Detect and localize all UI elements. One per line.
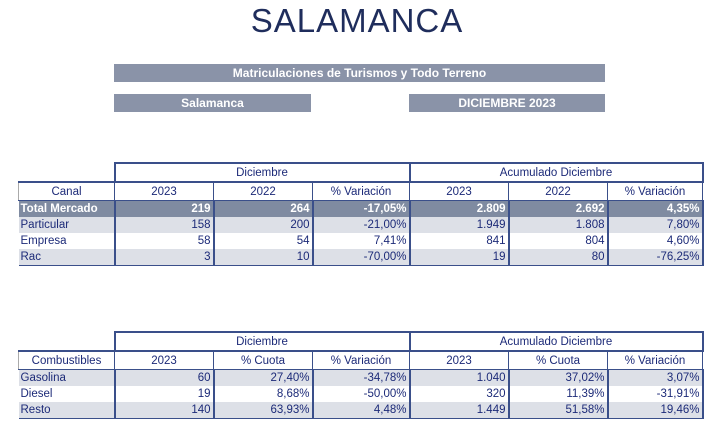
cell-value: 4,35% (607, 200, 704, 217)
column-header: Canal (18, 181, 115, 201)
row-label: Empresa (18, 233, 116, 249)
column-header: % Variación (607, 350, 703, 370)
table-row: Total Mercado 219 264 -17,05% 2.809 2.692 4,35… (18, 200, 704, 217)
cell-value: -21,00% (312, 217, 411, 233)
cell-value: 1.949 (409, 217, 510, 233)
column-header: % Variación (312, 181, 410, 201)
row-label: Resto (18, 402, 116, 419)
cell-value: 804 (508, 233, 609, 249)
fuel-table: Diciembre Acumulado Diciembre Combustibles… (18, 331, 704, 419)
cell-value: 320 (409, 386, 510, 402)
cell-value: 27,40% (213, 369, 314, 386)
cell-value: 19,46% (607, 402, 704, 419)
cell-value: 51,58% (508, 402, 609, 419)
cell-value: 1.808 (508, 217, 609, 233)
cell-value: 58 (114, 233, 215, 249)
cell-value: 8,68% (213, 386, 314, 402)
group-header-month: Diciembre (113, 162, 411, 183)
row-label: Gasolina (18, 369, 116, 386)
cell-value: 841 (409, 233, 510, 249)
banner: Matriculaciones de Turismos y Todo Terre… (114, 64, 605, 82)
row-label: Diesel (18, 386, 116, 402)
table-row: Rac 3 10 -70,00% 19 80 -76,25% (18, 249, 704, 266)
column-header: % Variación (607, 181, 703, 201)
cell-value: 54 (213, 233, 314, 249)
cell-value: 3,07% (607, 369, 704, 386)
cell-value: 10 (213, 249, 314, 266)
cell-value: -17,05% (312, 200, 411, 217)
period-label: DICIEMBRE 2023 (409, 94, 605, 112)
cell-value: 4,60% (607, 233, 704, 249)
column-header: % Cuota (213, 350, 313, 370)
cell-value: 264 (213, 200, 314, 217)
channel-table: Diciembre Acumulado Diciembre Canal 2023 202… (18, 162, 704, 266)
cell-value: -76,25% (607, 249, 704, 266)
group-header-month: Diciembre (113, 331, 411, 352)
column-header: Combustibles (18, 350, 115, 370)
table-row: Resto 140 63,93% 4,48% 1.449 51,58% 19,46% (18, 402, 704, 419)
page-title: SALAMANCA (250, 2, 464, 39)
cell-value: -70,00% (312, 249, 411, 266)
cell-value: 11,39% (508, 386, 609, 402)
cell-value: 80 (508, 249, 609, 266)
column-header: % Variación (312, 350, 410, 370)
cell-value: -50,00% (312, 386, 411, 402)
cell-value: 1.040 (409, 369, 510, 386)
cell-value: 1.449 (409, 402, 510, 419)
cell-value: 37,02% (508, 369, 609, 386)
group-header-cumulative: Acumulado Diciembre (408, 331, 704, 352)
cell-value: 7,80% (607, 217, 704, 233)
table-row: Particular 158 200 -21,00% 1.949 1.808 7,80% (18, 217, 704, 233)
table-row: Gasolina 60 27,40% -34,78% 1.040 37,02% 3,07% (18, 369, 704, 386)
column-header: 2022 (508, 181, 608, 201)
table-row: Empresa 58 54 7,41% 841 804 4,60% (18, 233, 704, 249)
column-header: 2023 (409, 181, 509, 201)
cell-value: 219 (114, 200, 215, 217)
cell-value: -31,91% (607, 386, 704, 402)
cell-value: 3 (114, 249, 215, 266)
column-header: 2023 (114, 350, 214, 370)
cell-value: 4,48% (312, 402, 411, 419)
column-header: 2023 (114, 181, 214, 201)
cell-value: 2.692 (508, 200, 609, 217)
row-label: Particular (18, 217, 116, 233)
table-row: Diesel 19 8,68% -50,00% 320 11,39% -31,91% (18, 386, 704, 402)
column-header: 2023 (409, 350, 509, 370)
cell-value: 19 (409, 249, 510, 266)
cell-value: 63,93% (213, 402, 314, 419)
row-label: Rac (18, 249, 116, 266)
column-header: 2022 (213, 181, 313, 201)
cell-value: 140 (114, 402, 215, 419)
cell-value: 2.809 (409, 200, 510, 217)
cell-value: 158 (114, 217, 215, 233)
cell-value: 7,41% (312, 233, 411, 249)
province-label: Salamanca (114, 94, 311, 112)
cell-value: 19 (114, 386, 215, 402)
row-label: Total Mercado (18, 200, 116, 217)
cell-value: 200 (213, 217, 314, 233)
cell-value: -34,78% (312, 369, 411, 386)
column-header: % Cuota (508, 350, 608, 370)
group-header-cumulative: Acumulado Diciembre (408, 162, 704, 183)
cell-value: 60 (114, 369, 215, 386)
